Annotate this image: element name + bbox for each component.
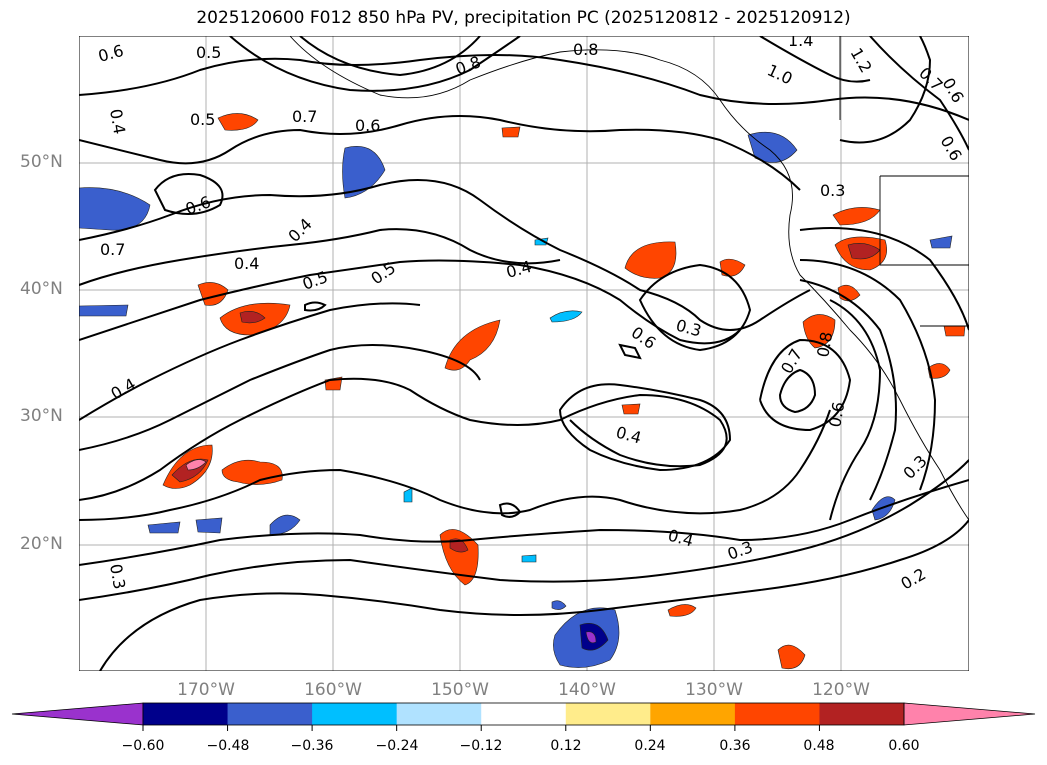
precip-positive-patch bbox=[777, 644, 806, 669]
precip-positive-patch bbox=[197, 282, 229, 306]
precip-negative-patch bbox=[551, 600, 567, 610]
precip-negative-patch bbox=[195, 517, 223, 534]
colorbar-high-extension bbox=[903, 702, 1036, 726]
colorbar-tick-label: −0.12 bbox=[459, 738, 503, 754]
colorbar-tick-label: 0.60 bbox=[888, 738, 920, 754]
colorbar-low-extension bbox=[11, 702, 144, 726]
colorbar-segment bbox=[143, 703, 229, 725]
colorbar-segment bbox=[565, 703, 651, 725]
precip-positive-patch bbox=[444, 319, 501, 371]
precip-positive-patch bbox=[217, 113, 259, 131]
lon-label-150w: 150°W bbox=[431, 680, 489, 700]
lat-label-40n: 40°N bbox=[20, 279, 63, 299]
colorbar-segment bbox=[312, 703, 398, 725]
precip-positive-patch bbox=[501, 126, 521, 138]
colorbar-tick-label: 0.24 bbox=[634, 738, 666, 754]
precip-negative-patch bbox=[79, 187, 151, 231]
colorbar-tick-label: −0.48 bbox=[206, 738, 250, 754]
coastline bbox=[289, 36, 969, 521]
contour-label: 0.5 bbox=[196, 43, 221, 62]
precip-negative-patch bbox=[585, 631, 597, 644]
colorbar-segment bbox=[650, 703, 736, 725]
pv-contours bbox=[79, 36, 969, 671]
lon-label-160w: 160°W bbox=[304, 680, 362, 700]
precip-shading bbox=[79, 113, 966, 669]
map-panel: 0.6 0.5 0.8 1.4 1.2 1.0 0.7 0.6 0.8 0.4 … bbox=[79, 31, 969, 671]
contour-label: 0.6 bbox=[355, 116, 380, 135]
precip-negative-patch bbox=[521, 554, 537, 563]
colorbar-tick-label: −0.60 bbox=[121, 738, 165, 754]
colorbar bbox=[11, 702, 1036, 731]
precip-positive-patch bbox=[439, 529, 479, 586]
precip-positive-patch bbox=[943, 325, 966, 337]
colorbar-tick-label: −0.24 bbox=[375, 738, 419, 754]
lat-label-50n: 50°N bbox=[20, 152, 63, 172]
contour-label: 0.3 bbox=[820, 181, 845, 200]
contour-label: 0.7 bbox=[292, 107, 317, 126]
precip-positive-patch bbox=[667, 604, 697, 617]
lat-label-30n: 30°N bbox=[20, 406, 63, 426]
contour-label: 0.3 bbox=[106, 562, 129, 590]
precip-positive-patch bbox=[239, 311, 266, 324]
lon-label-170w: 170°W bbox=[177, 680, 235, 700]
lon-label-120w: 120°W bbox=[812, 680, 870, 700]
colorbar-tick-label: 0.48 bbox=[803, 738, 835, 754]
precip-positive-patch bbox=[624, 241, 677, 279]
contour-label: 0.4 bbox=[106, 107, 129, 135]
colorbar-tick-label: 0.36 bbox=[719, 738, 751, 754]
colorbar-segment bbox=[819, 703, 905, 725]
precip-negative-patch bbox=[79, 304, 129, 317]
figure-title: 2025120600 F012 850 hPa PV, precipitatio… bbox=[196, 8, 851, 28]
precip-positive-patch bbox=[621, 403, 641, 415]
colorbar-tick-label: 0.12 bbox=[550, 738, 582, 754]
precip-positive-patch bbox=[927, 363, 951, 379]
lat-label-20n: 20°N bbox=[20, 534, 63, 554]
contour-label: 0.5 bbox=[190, 110, 215, 129]
colorbar-segment bbox=[227, 703, 313, 725]
precip-negative-patch bbox=[147, 521, 181, 534]
contour-label: 0.4 bbox=[234, 254, 259, 273]
colorbar-segment bbox=[396, 703, 482, 725]
precip-positive-patch bbox=[185, 459, 207, 471]
contour-label: 0.8 bbox=[573, 40, 598, 59]
lon-label-140w: 140°W bbox=[558, 680, 616, 700]
lon-label-130w: 130°W bbox=[685, 680, 743, 700]
precip-negative-patch bbox=[342, 146, 386, 199]
contour-label: 1.4 bbox=[788, 31, 813, 50]
precip-negative-patch bbox=[403, 487, 413, 503]
contour-label: 0.7 bbox=[100, 240, 125, 259]
precip-positive-patch bbox=[802, 314, 836, 349]
precip-negative-patch bbox=[929, 235, 953, 249]
colorbar-segment bbox=[481, 703, 567, 725]
precip-negative-patch bbox=[549, 310, 583, 323]
colorbar-segment bbox=[734, 703, 820, 725]
colorbar-tick-label: −0.36 bbox=[290, 738, 334, 754]
contour-label: 0.8 bbox=[813, 330, 836, 358]
precip-negative-patch bbox=[534, 237, 549, 246]
contour-label: 0.6 bbox=[825, 400, 848, 428]
